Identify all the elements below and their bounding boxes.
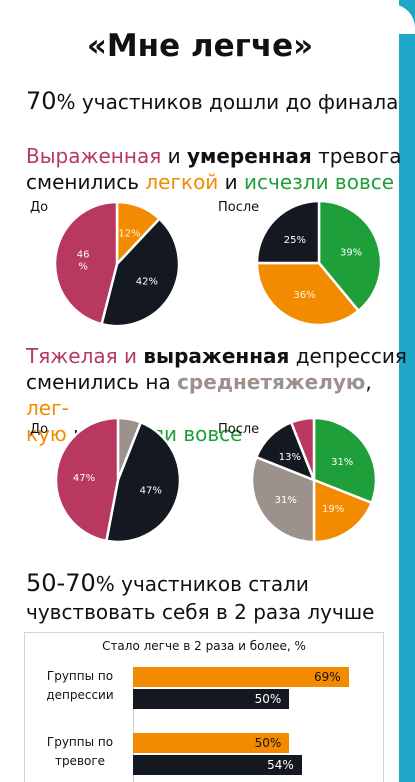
pie-depression-after: 31% 19% 31% 13% <box>250 416 378 544</box>
pie-slice <box>255 261 361 327</box>
anxiety-before-label: До <box>30 200 49 215</box>
bar-category-depression: Группы по депрессии <box>46 669 114 702</box>
depression-after-label: После <box>218 422 260 437</box>
bar-label: 50% <box>254 692 282 706</box>
bar-anxiety-orange: 50% <box>133 733 290 753</box>
anxiety-headline: Выраженная и умеренная тревога сменились… <box>26 143 402 195</box>
bar-anxiety-black: 54% <box>133 755 302 775</box>
depression-mild-word-part1: лег- <box>26 396 69 420</box>
bar-depression-black: 50% <box>133 689 290 709</box>
pie-slice-label: 39% <box>340 247 362 258</box>
page-title: «Мне легче» <box>86 28 314 64</box>
anxiety-mild-word: легкой <box>145 170 219 194</box>
pie-slice-label: 13% <box>279 452 301 463</box>
depression-before-label: До <box>30 422 49 437</box>
depression-pronounced-word: выраженная <box>143 344 290 368</box>
pie-slice-label: 42% <box>136 276 158 287</box>
bar-category-anxiety: Группы по тревоге <box>46 735 114 768</box>
pie-slice <box>250 455 316 544</box>
bar-label: 69% <box>313 670 341 684</box>
pie-slice <box>100 217 181 328</box>
pie-anxiety-before: 12% 42% 46% <box>53 200 181 328</box>
improvement-stat-text2: чувствовать себя в 2 раза лучше <box>26 600 375 625</box>
right-frame-bar <box>385 0 415 782</box>
finale-stat-percent: % <box>56 90 76 114</box>
anxiety-severe-word: Выраженная <box>26 144 162 168</box>
pie-slice-label: 46% <box>77 250 90 273</box>
anxiety-and-2: и <box>218 170 245 194</box>
pie-slice-label: 31% <box>275 495 297 506</box>
anxiety-gone-word: исчезли вовсе <box>244 170 395 194</box>
anxiety-moderate-word: умеренная <box>186 144 312 168</box>
pie-slice-label: 36% <box>293 290 315 301</box>
pie-slice-label: 47% <box>140 486 162 497</box>
anxiety-after-label: После <box>218 200 260 215</box>
depression-severe-word: Тяжелая и <box>26 344 144 368</box>
improvement-stat-text1: участников стали <box>114 572 309 596</box>
depression-medium-word: среднетяжелую <box>177 370 366 394</box>
finale-stat-number: 70 <box>26 87 57 115</box>
pie-depression-before: 47% 47% <box>54 416 182 544</box>
bar-chart-axis <box>133 667 134 782</box>
pie-slice <box>317 199 383 313</box>
depression-mild-word-part2: кую <box>26 422 67 446</box>
pie-slice-label: 19% <box>322 504 344 515</box>
pie-slice <box>312 478 374 544</box>
improvement-stat-number: 50-70 <box>26 569 96 597</box>
finale-stat: 70% участников дошли до финала <box>26 86 398 117</box>
anxiety-and-1: и <box>161 144 187 168</box>
depression-comma: , <box>365 370 372 394</box>
bar-label: 50% <box>254 736 282 750</box>
depression-word: депрессия <box>289 344 407 368</box>
bar-chart-panel: Стало легче в 2 раза и более, % Группы п… <box>24 632 384 782</box>
pie-slice-label: 12% <box>118 228 140 239</box>
improvement-stat: 50-70% участников стали чувствовать себя… <box>26 568 374 625</box>
bar-depression-orange: 69% <box>133 667 349 687</box>
bar-label: 54% <box>267 758 294 772</box>
pie-anxiety-after: 39% 36% 25% <box>255 199 383 327</box>
anxiety-word: тревога <box>311 144 402 168</box>
depression-changed-word: сменились на <box>26 370 178 394</box>
anxiety-changed-word: сменились <box>26 170 146 194</box>
improvement-stat-percent: % <box>95 572 115 596</box>
pie-slice-label: 47% <box>73 473 95 484</box>
bar-chart-title: Стало легче в 2 раза и более, % <box>102 639 306 653</box>
pie-slice-label: 25% <box>284 235 306 246</box>
pie-slice <box>54 416 120 543</box>
pie-slice <box>53 200 119 326</box>
pie-slice-label: 31% <box>331 457 353 468</box>
pie-slice <box>104 420 182 544</box>
pie-slice <box>255 199 321 265</box>
finale-stat-text: участников дошли до финала <box>75 90 399 114</box>
pie-slice <box>312 416 378 505</box>
pie-slice <box>289 416 316 481</box>
